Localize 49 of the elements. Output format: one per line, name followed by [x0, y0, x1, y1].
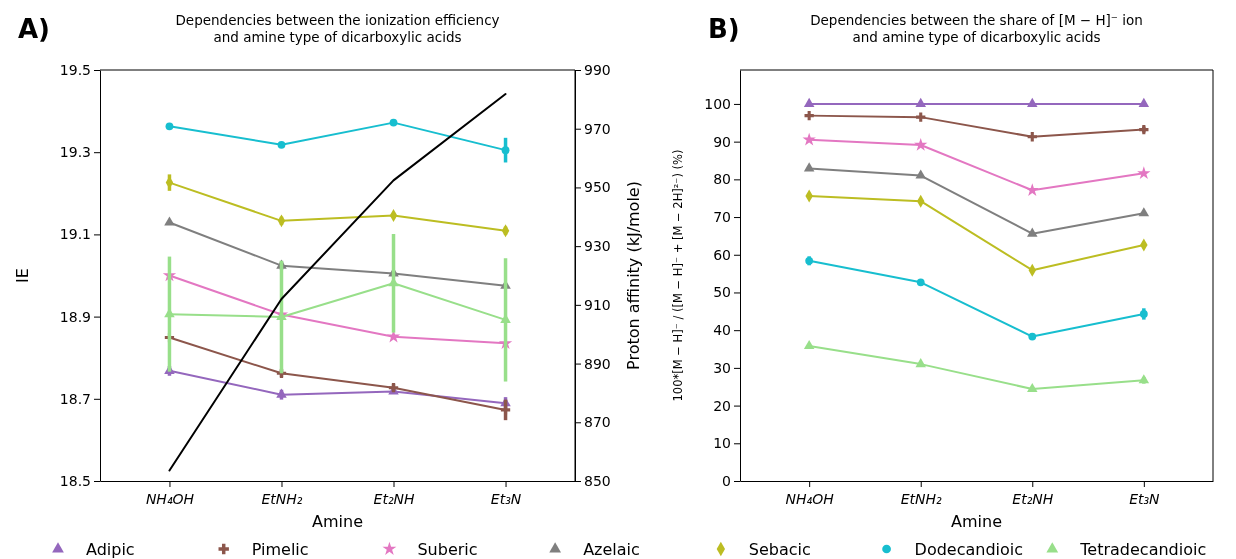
- y-tick-label: 50: [713, 284, 731, 301]
- legend-label: Pimelic: [251, 540, 309, 559]
- text: A): [18, 14, 51, 44]
- y2-tick-label: 890: [584, 355, 611, 372]
- x-tick-label: Et₂NH: [373, 491, 415, 507]
- x-axis-title: Amine: [951, 512, 1002, 531]
- x-tick-label: NH₄OH: [145, 491, 195, 507]
- y-tick-label: 100: [704, 95, 731, 112]
- x-tick-label: NH₄OH: [785, 491, 835, 507]
- y-tick-label: 19.5: [59, 61, 91, 78]
- x-tick-label: Et₃N: [490, 491, 522, 507]
- y-tick-label: 19.3: [59, 144, 91, 161]
- y2-tick-label: 990: [584, 61, 611, 78]
- y-tick-label: 18.5: [59, 472, 91, 489]
- legend-label: Tetradecandioic: [1079, 540, 1207, 559]
- y-tick-label: 40: [713, 322, 731, 339]
- y-tick-label: 90: [713, 133, 731, 150]
- x-tick-label: Et₃N: [1129, 491, 1161, 507]
- y2-tick-label: 950: [584, 179, 611, 196]
- y-axis-title: IE: [13, 268, 32, 283]
- x-tick-label: EtNH₂: [261, 491, 303, 507]
- chart-title: Dependencies between the share of [M − H]⁻ ion and amine type of dicarboxylic acids: [810, 12, 1143, 45]
- chart-title: Dependencies between the ionization efficiency and amine type of dicarboxylic acids: [175, 12, 500, 45]
- legend-label: Sebacic: [748, 540, 811, 559]
- x-tick-label: EtNH₂: [900, 491, 943, 507]
- legend-label: Adipic: [86, 540, 135, 559]
- y2-tick-label: 970: [584, 120, 611, 137]
- y-tick-label: 18.7: [59, 390, 91, 407]
- y-tick-label: 18.9: [59, 308, 91, 325]
- y2-tick-label: 930: [584, 238, 611, 255]
- y2-tick-label: 850: [584, 472, 611, 489]
- y2-tick-label: 910: [584, 296, 611, 313]
- text: B): [708, 14, 740, 44]
- y-tick-label: 30: [713, 359, 731, 376]
- y-tick-label: 70: [713, 209, 731, 226]
- y-tick-label: 19.1: [59, 226, 91, 243]
- y2-tick-label: 870: [584, 414, 611, 431]
- legend-label: Azelaic: [583, 540, 640, 559]
- y-tick-label: 80: [713, 171, 731, 188]
- legend-label: Dodecandioic: [914, 540, 1024, 559]
- legend-label: Suberic: [417, 540, 478, 559]
- x-axis-title: Amine: [312, 512, 363, 531]
- y-tick-label: 10: [713, 435, 731, 452]
- y2-axis-title: Proton affinity (kJ/mole): [624, 181, 643, 370]
- y-axis-title: 100*[M − H]⁻ / ([M − H]⁻ + [M − 2H]²⁻) (%): [671, 149, 685, 402]
- y-tick-label: 60: [713, 246, 731, 263]
- x-tick-label: Et₂NH: [1012, 491, 1054, 507]
- y-tick-label: 20: [713, 397, 731, 414]
- y-tick-label: 0: [722, 472, 731, 489]
